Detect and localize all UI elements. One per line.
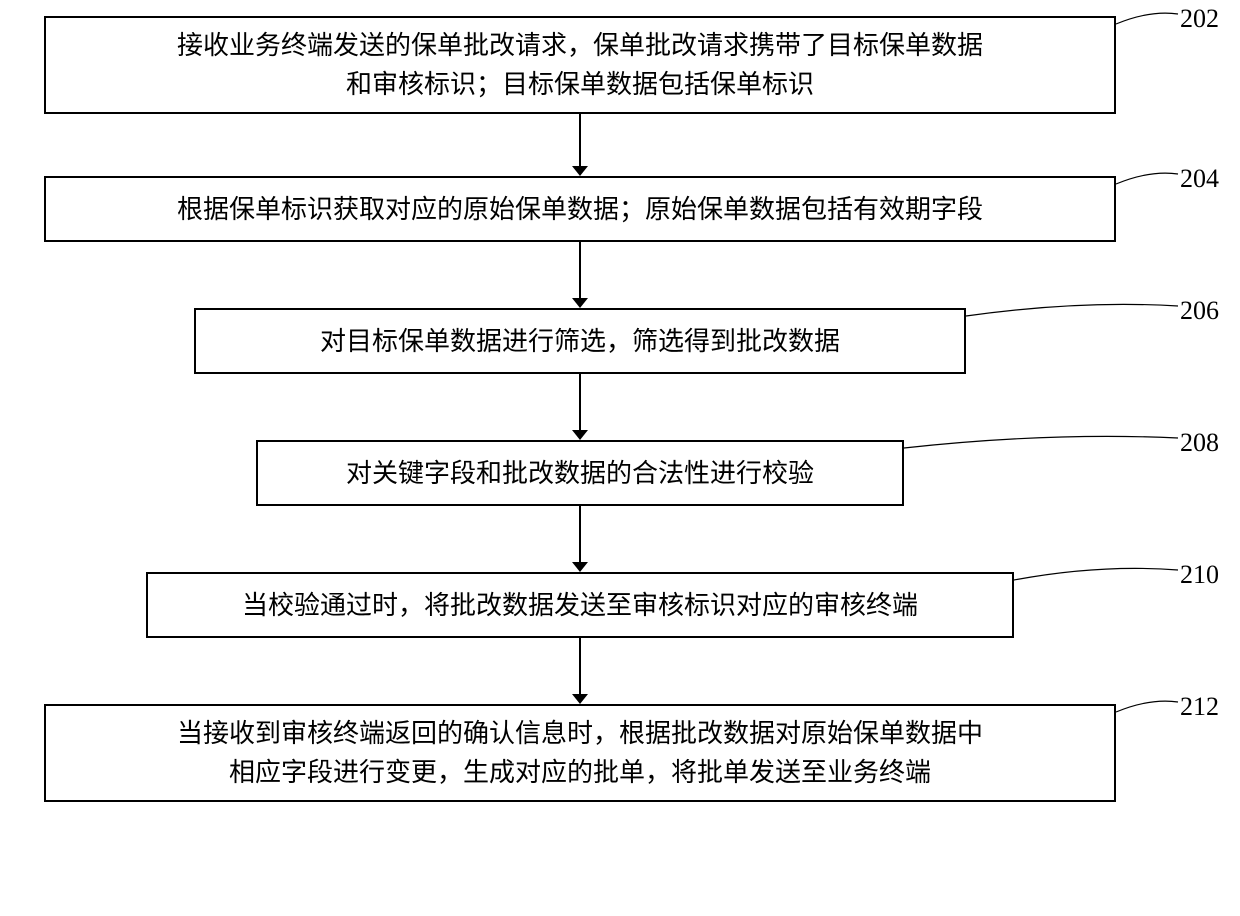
- flowchart-canvas: 接收业务终端发送的保单批改请求，保单批改请求携带了目标保单数据和审核标识；目标保…: [0, 0, 1240, 916]
- flow-arrow: [0, 0, 1240, 916]
